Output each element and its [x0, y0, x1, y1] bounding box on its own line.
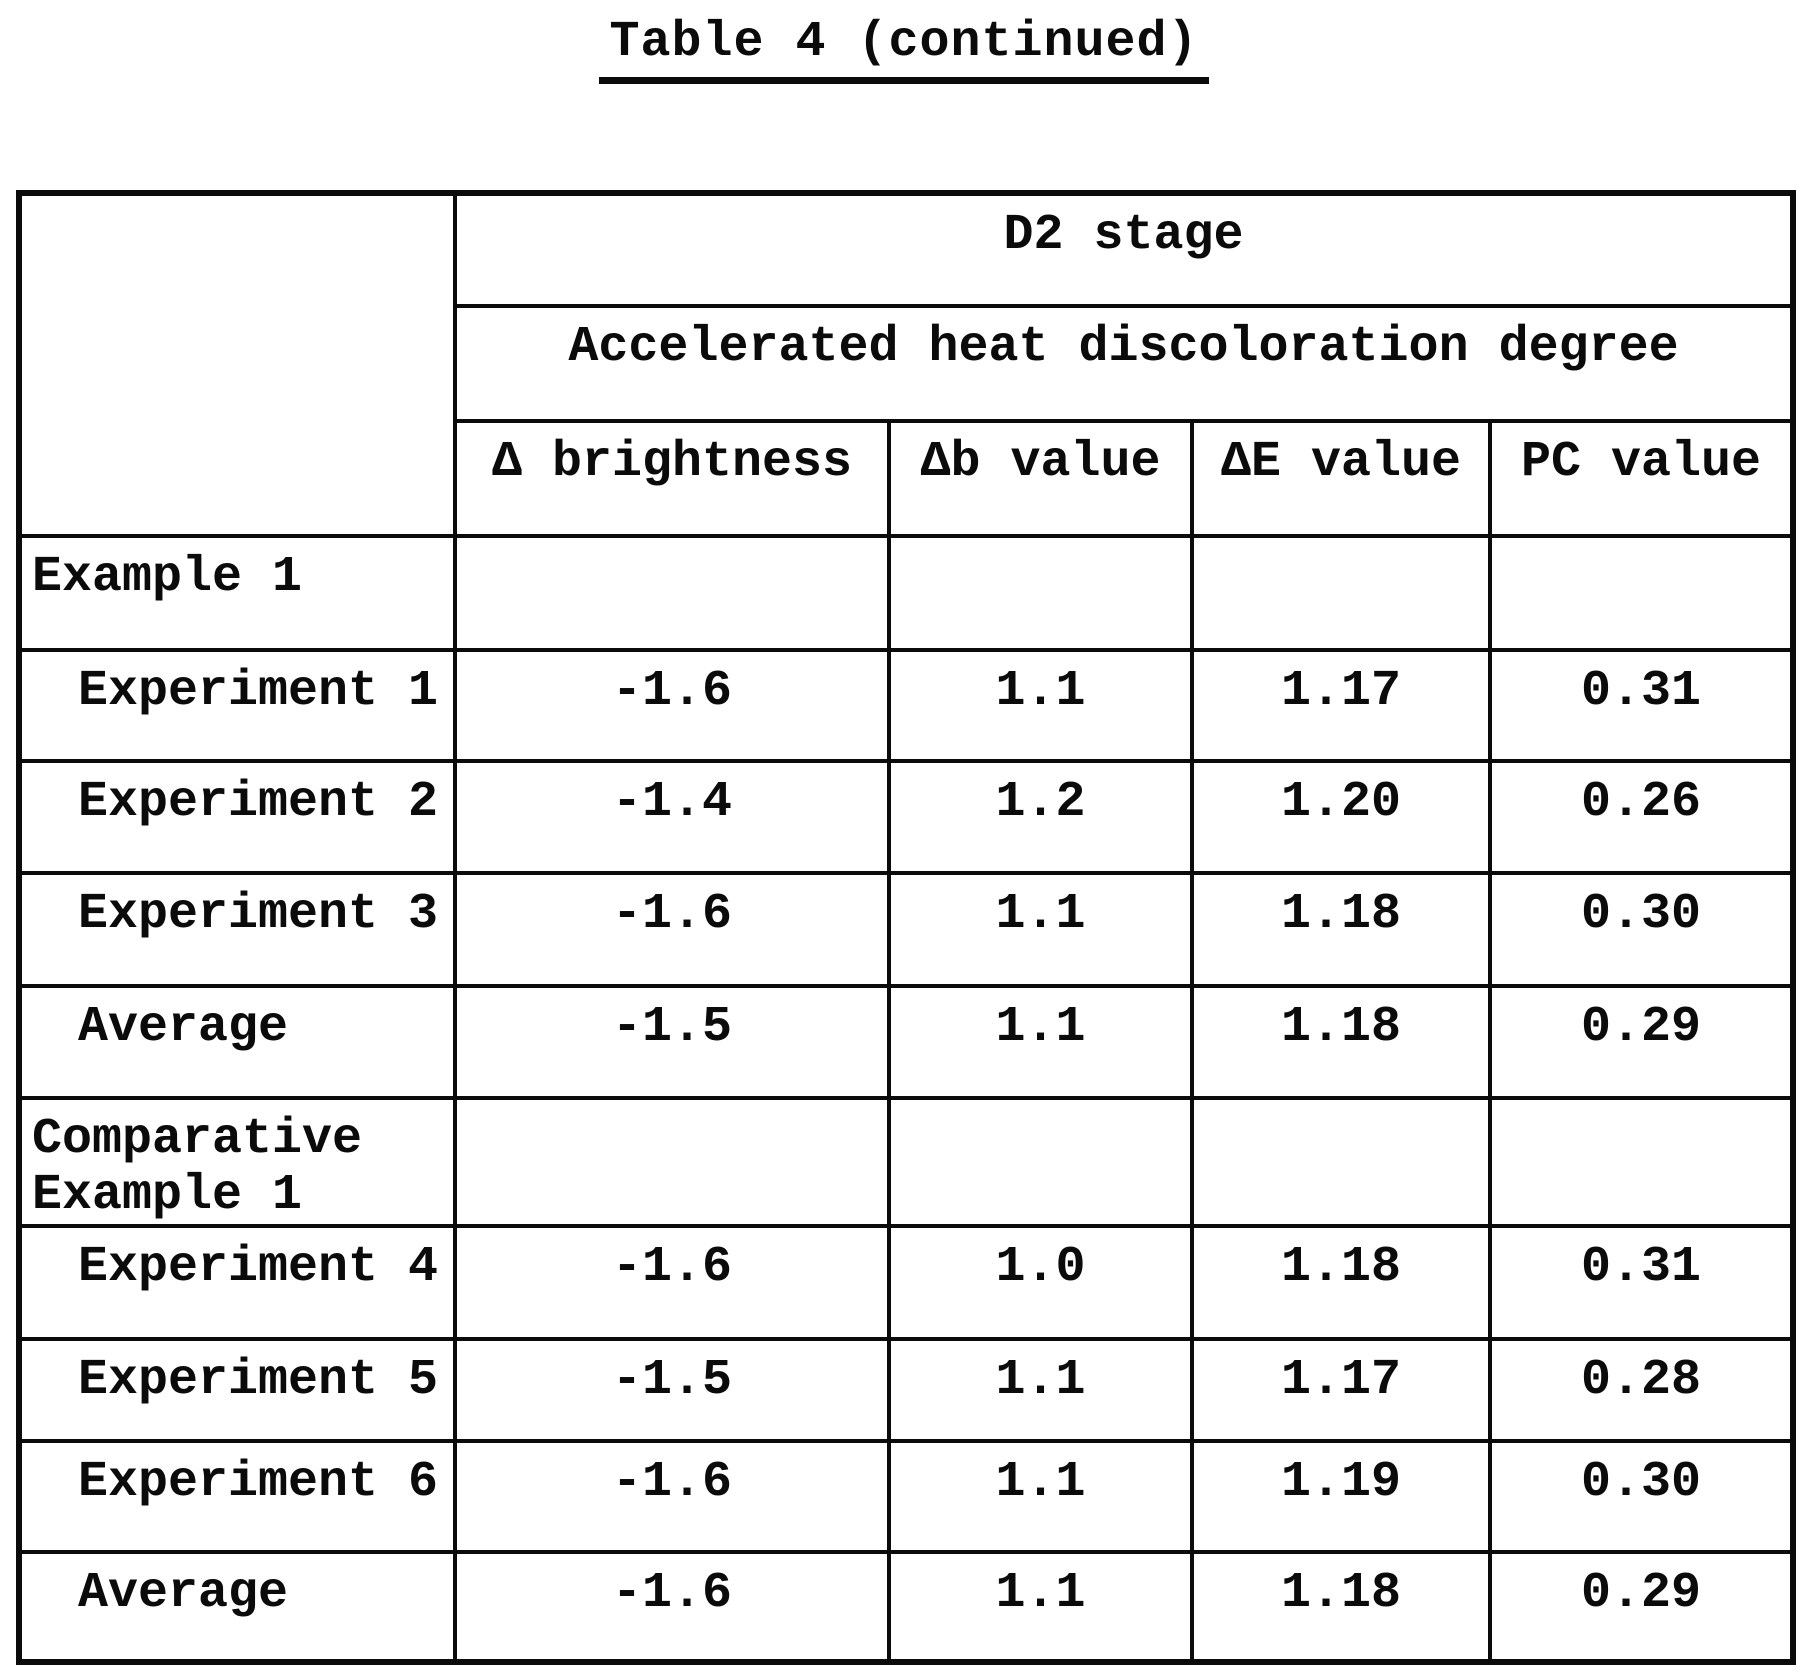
row-label: Experiment 1	[17, 648, 457, 763]
data-cell	[1190, 534, 1492, 652]
row-label: Comparative Example 1	[17, 1096, 457, 1228]
data-cell: -1.6	[453, 1224, 891, 1341]
table-row: Experiment 4 -1.6 1.0 1.18 0.31	[17, 1224, 1796, 1341]
row-label: Average	[17, 984, 457, 1100]
data-cell: 1.19	[1190, 1439, 1492, 1554]
data-cell: 1.18	[1190, 871, 1492, 988]
data-cell	[1190, 1096, 1492, 1228]
data-cell: 1.20	[1190, 759, 1492, 875]
data-cell: 1.18	[1190, 984, 1492, 1100]
data-cell: 1.2	[887, 759, 1194, 875]
data-cell	[453, 1096, 891, 1228]
column-header-delta-b: Δb value	[887, 419, 1194, 538]
row-label: Example 1	[17, 534, 457, 652]
data-cell: -1.6	[453, 1550, 891, 1664]
data-cell: -1.6	[453, 648, 891, 763]
data-cell	[453, 534, 891, 652]
row-label: Average	[17, 1550, 457, 1664]
data-cell: 1.1	[887, 1439, 1194, 1554]
row-label: Experiment 6	[17, 1439, 457, 1554]
data-cell: 1.1	[887, 984, 1194, 1100]
table-row: Experiment 2 -1.4 1.2 1.20 0.26	[17, 759, 1796, 875]
data-cell: -1.4	[453, 759, 891, 875]
results-table: D2 stage Accelerated heat discoloration …	[16, 190, 1797, 1665]
data-cell: 0.30	[1487, 871, 1796, 988]
data-cell: 0.29	[1487, 1550, 1796, 1664]
data-cell: 1.17	[1190, 1337, 1492, 1443]
data-cell: 1.1	[887, 648, 1194, 763]
data-cell: 1.1	[887, 1550, 1194, 1664]
table-row: Experiment 6 -1.6 1.1 1.19 0.30	[17, 1439, 1796, 1554]
data-cell: -1.6	[453, 1439, 891, 1554]
table-row: Experiment 1 -1.6 1.1 1.17 0.31	[17, 648, 1796, 763]
data-cell: 1.1	[887, 1337, 1194, 1443]
data-cell: -1.5	[453, 1337, 891, 1443]
data-cell	[887, 1096, 1194, 1228]
data-cell: 0.31	[1487, 1224, 1796, 1341]
data-cell: -1.6	[453, 871, 891, 988]
table-row: Average -1.5 1.1 1.18 0.29	[17, 984, 1796, 1100]
data-cell: 1.1	[887, 871, 1194, 988]
data-cell: 1.17	[1190, 648, 1492, 763]
data-cell	[887, 534, 1194, 652]
column-header-delta-e: ΔE value	[1190, 419, 1492, 538]
column-header-delta-brightness: Δ brightness	[453, 419, 891, 538]
stub-header-cell	[17, 191, 457, 538]
row-label: Experiment 2	[17, 759, 457, 875]
data-cell: 1.18	[1190, 1550, 1492, 1664]
data-cell	[1487, 534, 1796, 652]
table-row: Comparative Example 1	[17, 1096, 1796, 1228]
data-cell: 0.26	[1487, 759, 1796, 875]
row-label: Experiment 4	[17, 1224, 457, 1341]
data-cell: -1.5	[453, 984, 891, 1100]
data-cell: 0.28	[1487, 1337, 1796, 1443]
table-row: Example 1	[17, 534, 1796, 652]
data-cell: 0.30	[1487, 1439, 1796, 1554]
table-row: Experiment 3 -1.6 1.1 1.18 0.30	[17, 871, 1796, 988]
table-row: Experiment 5 -1.5 1.1 1.17 0.28	[17, 1337, 1796, 1443]
data-cell: 0.31	[1487, 648, 1796, 763]
data-cell: 1.18	[1190, 1224, 1492, 1341]
subheader-cell: Accelerated heat discoloration degree	[452, 304, 1796, 423]
table-row: Average -1.6 1.1 1.18 0.29	[17, 1550, 1796, 1664]
data-cell	[1487, 1096, 1796, 1228]
data-cell: 1.0	[887, 1224, 1194, 1341]
stage-header-cell: D2 stage	[452, 191, 1796, 308]
column-header-pc: PC value	[1487, 419, 1796, 538]
data-cell: 0.29	[1487, 984, 1796, 1100]
table-title: Table 4 (continued)	[599, 14, 1209, 84]
row-label: Experiment 5	[17, 1337, 457, 1443]
row-label: Experiment 3	[17, 871, 457, 988]
title-row: Table 4 (continued)	[0, 14, 1808, 84]
